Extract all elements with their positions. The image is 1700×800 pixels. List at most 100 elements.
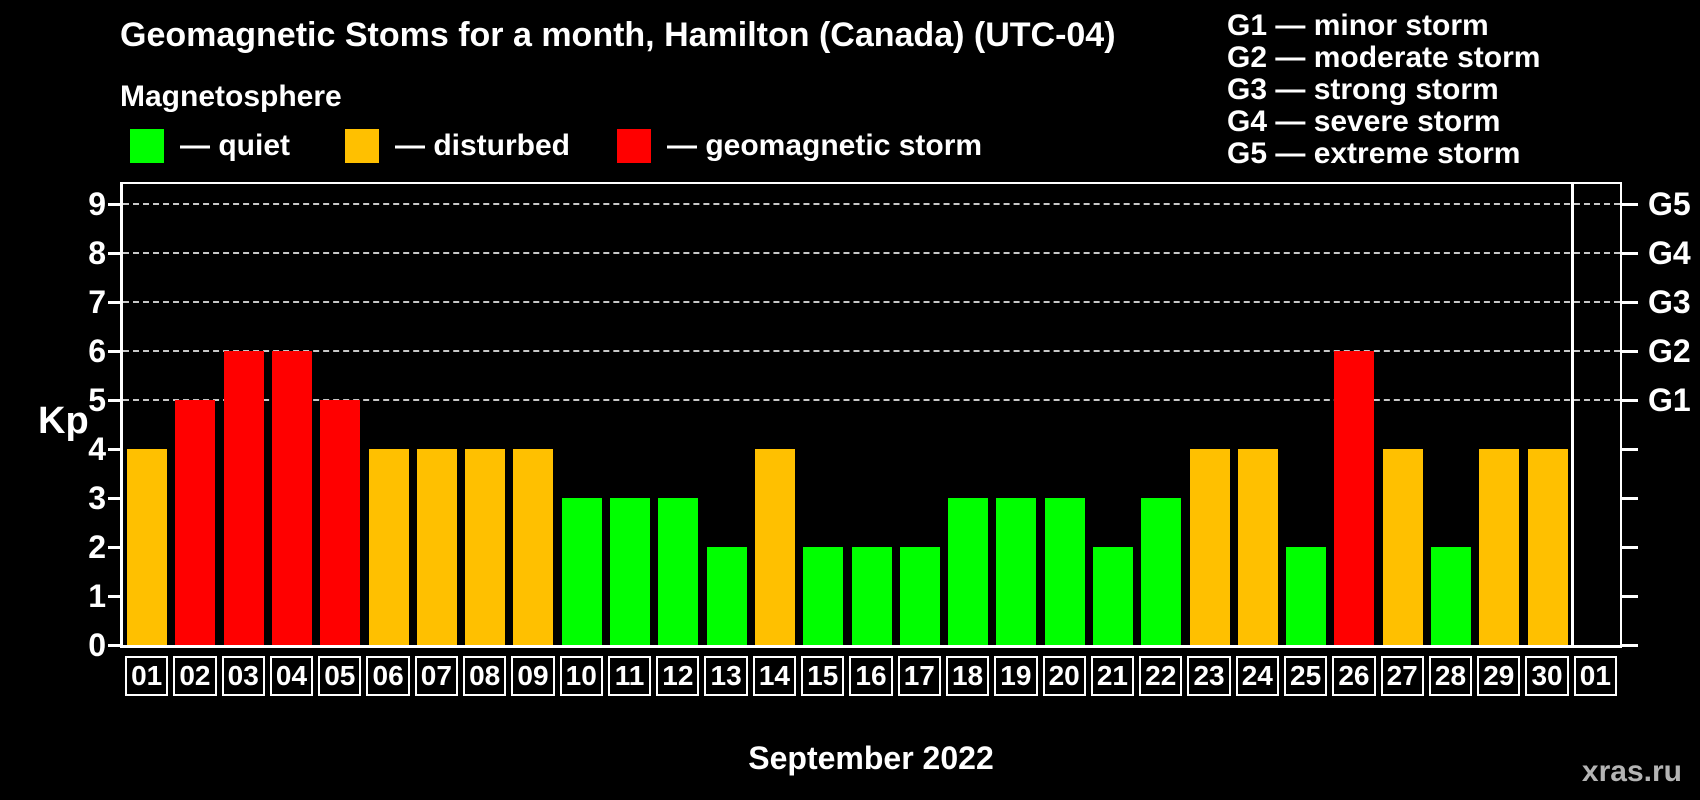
gridline-kp7: [123, 300, 1620, 303]
day-label-03: 03: [221, 656, 265, 696]
y-axis-tick: [108, 545, 120, 549]
day-label-14: 14: [752, 656, 797, 696]
bar-day-29: [1479, 448, 1520, 645]
day-label-22: 22: [1139, 656, 1183, 696]
watermark: xras.ru: [1581, 755, 1682, 788]
bar-day-10: [561, 497, 602, 645]
g-scale-label: G1: [1648, 381, 1691, 418]
month-separator-line: [1570, 184, 1574, 645]
bar-day-28: [1430, 546, 1471, 645]
day-label-05: 05: [318, 656, 362, 696]
day-label-13: 13: [704, 656, 748, 696]
bar-day-03: [223, 350, 264, 645]
y-axis-tick: [108, 594, 120, 598]
bar-day-21: [1092, 546, 1133, 645]
y-tick-label: 8: [88, 234, 106, 271]
bar-day-01: [127, 448, 168, 645]
bar-day-24: [1237, 448, 1278, 645]
legend-item-quiet: — quiet: [130, 128, 290, 164]
quiet-swatch: [130, 129, 164, 163]
y-tick-label: 9: [88, 185, 106, 222]
y-axis-tick: [108, 300, 120, 304]
storm-swatch: [617, 129, 651, 163]
day-label-01: 01: [125, 656, 169, 696]
bar-day-20: [1044, 497, 1085, 645]
bar-day-13: [706, 546, 747, 645]
day-label-06: 06: [366, 656, 410, 696]
day-label-09: 09: [511, 656, 555, 696]
bar-day-11: [610, 497, 651, 645]
y-axis-tick: [108, 251, 120, 255]
day-label-12: 12: [656, 656, 700, 696]
storm-scale-item-g4: G4 — severe storm: [1227, 105, 1501, 138]
g-scale-label: G5: [1648, 185, 1691, 222]
right-axis-tick: [1622, 644, 1638, 647]
disturbed-swatch: [345, 129, 379, 163]
day-label-18: 18: [945, 656, 990, 696]
gridline-kp6: [123, 349, 1620, 352]
y-tick-label: 1: [88, 577, 106, 614]
storm-scale-item-g5: G5 — extreme storm: [1227, 137, 1521, 170]
g-scale-label: G3: [1648, 283, 1691, 320]
y-tick-label: 4: [88, 430, 106, 467]
magnetosphere-heading: Magnetosphere: [120, 80, 342, 113]
bar-day-15: [803, 546, 844, 645]
bar-day-17: [899, 546, 940, 645]
y-tick-label: 3: [88, 479, 106, 516]
right-axis-tick: [1622, 349, 1638, 353]
bar-day-25: [1286, 546, 1327, 645]
bar-day-06: [368, 448, 409, 645]
x-axis-title: September 2022: [748, 740, 994, 776]
day-label-23: 23: [1187, 656, 1231, 696]
legend-item-label: — geomagnetic storm: [667, 129, 983, 162]
day-label-10: 10: [559, 656, 603, 696]
storm-scale-item-g1: G1 — minor storm: [1227, 9, 1489, 42]
y-axis-tick: [108, 349, 120, 353]
day-label-27: 27: [1380, 656, 1424, 696]
day-label-04: 04: [269, 656, 314, 696]
right-axis-tick: [1622, 447, 1638, 451]
y-tick-label: 6: [88, 332, 106, 369]
chart-title: Geomagnetic Stoms for a month, Hamilton …: [120, 16, 1116, 54]
bar-day-04: [272, 350, 313, 645]
bar-day-08: [465, 448, 506, 645]
bar-day-12: [658, 497, 699, 645]
y-tick-label: 7: [88, 283, 106, 320]
y-axis-tick: [108, 398, 120, 402]
bar-day-26: [1334, 350, 1375, 645]
bar-day-05: [320, 399, 361, 645]
day-label-24: 24: [1235, 656, 1279, 696]
legend-item-disturbed: — disturbed: [345, 128, 570, 164]
bar-day-23: [1189, 448, 1230, 645]
day-label-30: 30: [1525, 656, 1569, 696]
right-axis-tick: [1622, 594, 1638, 598]
legend-item-label: — disturbed: [395, 129, 571, 162]
gridline-kp5: [123, 398, 1620, 401]
day-label-20: 20: [1042, 656, 1086, 696]
y-tick-label: 2: [88, 528, 106, 565]
day-label-17: 17: [897, 656, 941, 696]
bar-day-16: [851, 546, 892, 645]
legend-item-label: — quiet: [180, 129, 290, 162]
bar-day-22: [1141, 497, 1182, 645]
day-label-19: 19: [994, 656, 1038, 696]
day-label-15: 15: [801, 656, 845, 696]
gridline-kp8: [123, 251, 1620, 254]
bar-day-07: [416, 448, 457, 645]
bar-day-18: [948, 497, 989, 645]
day-label-next-month-01: 01: [1573, 656, 1617, 696]
storm-scale-item-g2: G2 — moderate storm: [1227, 41, 1541, 74]
bar-day-02: [175, 399, 216, 645]
day-label-28: 28: [1428, 656, 1473, 696]
bar-day-14: [754, 448, 795, 645]
right-axis-tick: [1622, 251, 1638, 255]
g-scale-label: G2: [1648, 332, 1691, 369]
g-scale-label: G4: [1648, 234, 1691, 271]
bar-day-27: [1382, 448, 1423, 645]
y-axis-tick: [108, 202, 120, 206]
y-axis-title: Kp: [38, 400, 89, 442]
right-axis-tick: [1622, 398, 1638, 402]
bar-day-09: [513, 448, 554, 645]
day-label-26: 26: [1332, 656, 1376, 696]
day-label-21: 21: [1090, 656, 1135, 696]
